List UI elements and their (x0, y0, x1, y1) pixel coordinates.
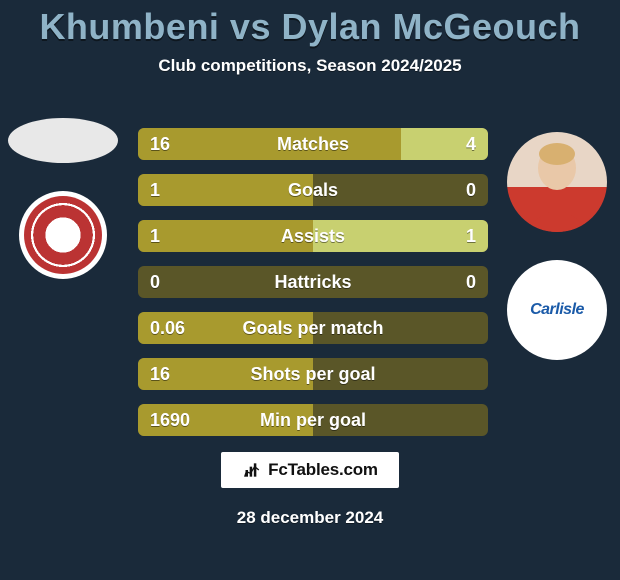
left-player-column (8, 118, 118, 279)
subtitle: Club competitions, Season 2024/2025 (0, 56, 620, 76)
player-left-avatar (8, 118, 118, 163)
comparison-row: 0.06Goals per match (138, 312, 488, 344)
site-logo-text: FcTables.com (268, 460, 378, 480)
player-right-avatar (507, 132, 607, 232)
player-left-club-badge (19, 191, 107, 279)
bar-label: Assists (138, 220, 488, 252)
bar-label: Goals (138, 174, 488, 206)
player-right-silhouette-icon (507, 132, 607, 232)
comparison-row: 00Hattricks (138, 266, 488, 298)
comparison-row: 11Assists (138, 220, 488, 252)
comparison-row: 10Goals (138, 174, 488, 206)
accrington-crest-icon (24, 196, 102, 274)
player-right-club-badge: Carlisle (507, 260, 607, 360)
right-player-column: Carlisle (502, 132, 612, 360)
comparison-row: 1690Min per goal (138, 404, 488, 436)
comparison-row: 16Shots per goal (138, 358, 488, 390)
bar-label: Min per goal (138, 404, 488, 436)
page-title: Khumbeni vs Dylan McGeouch (0, 6, 620, 48)
bar-label: Hattricks (138, 266, 488, 298)
comparison-bars: 164Matches 10Goals 11Assists 00Hattricks 0.0… (138, 128, 488, 436)
carlisle-wordmark: Carlisle (530, 301, 584, 319)
bar-label: Goals per match (138, 312, 488, 344)
bar-label: Shots per goal (138, 358, 488, 390)
site-logo: FcTables.com (221, 452, 399, 488)
comparison-row: 164Matches (138, 128, 488, 160)
bar-chart-icon (242, 460, 264, 480)
footer-date: 28 december 2024 (0, 508, 620, 528)
bar-label: Matches (138, 128, 488, 160)
